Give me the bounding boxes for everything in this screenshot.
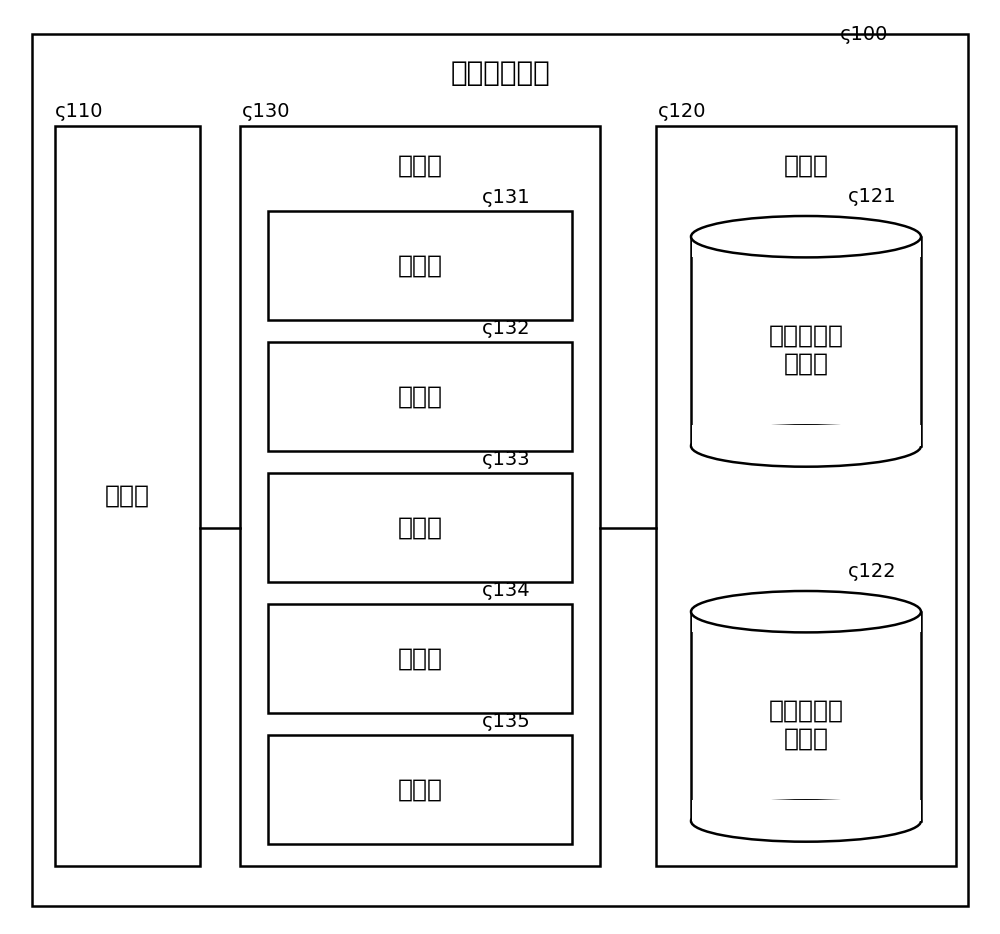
Text: 存储部: 存储部	[784, 154, 828, 178]
Ellipse shape	[691, 800, 921, 842]
Text: 生成部: 生成部	[398, 385, 442, 408]
Text: ς120: ς120	[658, 102, 706, 121]
Bar	[656, 126, 956, 866]
Bar	[268, 735, 572, 844]
Ellipse shape	[691, 425, 921, 467]
Text: 决定部: 决定部	[398, 777, 442, 801]
Text: ς135: ς135	[482, 712, 531, 731]
Text: 提供部: 提供部	[398, 646, 442, 671]
Text: ς121: ς121	[848, 187, 897, 206]
Text: 发布者信息
存储部: 发布者信息 存储部	[768, 323, 844, 375]
Text: ς100: ς100	[840, 25, 888, 44]
Ellipse shape	[691, 591, 921, 632]
Text: ς122: ς122	[848, 562, 897, 581]
Text: 获取部: 获取部	[398, 253, 442, 277]
Text: 化妆品信息
存储部: 化妆品信息 存储部	[768, 699, 844, 750]
Text: ς131: ς131	[482, 188, 531, 207]
Text: 通信部: 通信部	[105, 484, 150, 508]
Bar	[268, 342, 572, 451]
Text: 信息处理装置: 信息处理装置	[450, 59, 550, 87]
Bar	[268, 211, 572, 320]
Ellipse shape	[691, 216, 921, 258]
Bar	[692, 612, 920, 632]
Text: ς132: ς132	[482, 319, 531, 338]
Bar	[268, 473, 572, 582]
Bar	[692, 236, 920, 258]
Bar	[691, 236, 921, 446]
Text: ς134: ς134	[482, 581, 531, 600]
Bar	[691, 612, 921, 821]
Text: ς133: ς133	[482, 450, 531, 469]
Bar	[692, 425, 920, 446]
Bar	[268, 604, 572, 713]
Text: 应用部: 应用部	[398, 516, 442, 540]
Text: ς130: ς130	[242, 102, 290, 121]
Bar	[692, 800, 920, 821]
Bar	[240, 126, 600, 866]
Text: 控制部: 控制部	[398, 154, 442, 178]
Text: ς110: ς110	[55, 102, 104, 121]
Bar	[55, 126, 200, 866]
